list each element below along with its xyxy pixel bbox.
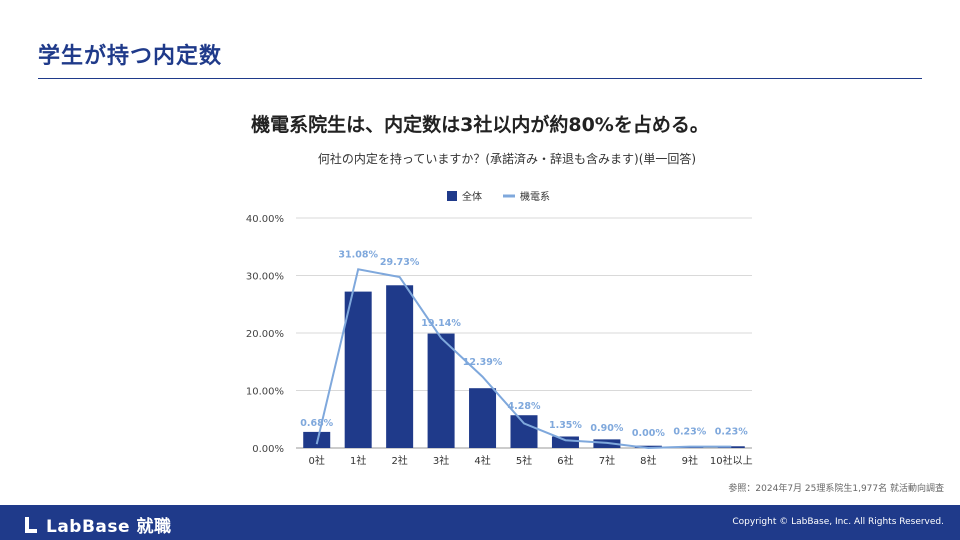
data-label: 0.00% bbox=[632, 428, 665, 439]
x-tick-label: 8社 bbox=[640, 454, 656, 467]
data-label: 0.23% bbox=[673, 427, 706, 438]
x-tick-label: 4社 bbox=[474, 454, 490, 467]
y-tick-label: 10.00% bbox=[246, 387, 284, 398]
x-tick-label: 7社 bbox=[599, 454, 615, 467]
title-divider bbox=[38, 78, 922, 79]
footer-brand: LabBase 就職 bbox=[46, 517, 172, 537]
legend-label: 全体 bbox=[462, 190, 482, 203]
slide-title: 学生が持つ内定数 bbox=[38, 44, 223, 69]
footer-bar: LabBase 就職 Copyright © LabBase, Inc. All… bbox=[0, 505, 960, 540]
labbase-logo-icon bbox=[25, 516, 37, 533]
bar-9 bbox=[676, 447, 704, 448]
data-label: 1.35% bbox=[549, 420, 582, 431]
data-label: 4.28% bbox=[508, 401, 541, 412]
bar-6 bbox=[551, 436, 579, 448]
x-tick-label: 1社 bbox=[350, 454, 366, 467]
chart-headline: 機電系院生は、内定数は3社以内が約80%を占める。 bbox=[251, 114, 709, 136]
x-tick-label: 9社 bbox=[682, 454, 698, 467]
y-tick-label: 0.00% bbox=[252, 444, 284, 455]
footer-logo: LabBase 就職 bbox=[24, 512, 171, 537]
x-tick-label: 3社 bbox=[433, 454, 449, 467]
legend-label: 機電系 bbox=[520, 190, 550, 203]
footer-copyright: Copyright © LabBase, Inc. All Rights Res… bbox=[732, 517, 944, 527]
bar-4 bbox=[469, 388, 497, 448]
series-line-kidenkei bbox=[315, 268, 732, 450]
source-note: 参照：2024年7月 25理系院生1,977名 就活動向調査 bbox=[728, 484, 944, 494]
data-label: 0.90% bbox=[590, 423, 623, 434]
data-label: 29.73% bbox=[380, 257, 420, 268]
data-label: 19.14% bbox=[421, 318, 461, 329]
bar-8 bbox=[634, 445, 662, 448]
x-tick-label: 2社 bbox=[391, 454, 407, 467]
chart-subheadline: 何社の内定を持っていますか？(承諾済み・辞退も含みます)(単一回答) bbox=[317, 152, 697, 166]
y-tick-label: 30.00% bbox=[246, 272, 284, 283]
x-tick-label: 0社 bbox=[309, 454, 325, 467]
y-tick-label: 40.00% bbox=[246, 214, 284, 225]
bar-1 bbox=[344, 291, 372, 448]
data-label: 0.23% bbox=[715, 427, 748, 438]
bar-5 bbox=[510, 415, 538, 448]
x-tick-label: 5社 bbox=[516, 454, 532, 467]
data-label: 12.39% bbox=[463, 357, 503, 368]
legend-swatch-bar bbox=[447, 191, 457, 201]
data-label: 0.68% bbox=[300, 418, 333, 429]
data-label: 31.08% bbox=[338, 249, 378, 260]
bar-3 bbox=[427, 333, 455, 448]
x-tick-label: 10社以上 bbox=[710, 454, 753, 467]
y-tick-label: 20.00% bbox=[246, 329, 284, 340]
bar-2 bbox=[386, 285, 414, 448]
x-tick-label: 6社 bbox=[557, 454, 573, 467]
